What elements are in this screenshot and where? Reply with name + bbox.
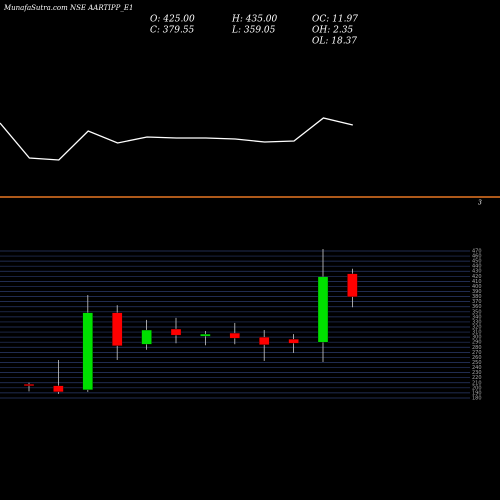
y-tick-label: 290 <box>472 340 482 346</box>
y-tick-label: 200 <box>472 385 482 391</box>
y-tick-label: 250 <box>472 360 482 366</box>
y-tick-label: 400 <box>472 284 482 290</box>
y-tick-label: 370 <box>472 299 482 305</box>
ohlc-stat: L: 359.05 <box>231 26 276 36</box>
y-tick-label: 450 <box>472 259 482 265</box>
y-tick-label: 210 <box>472 380 482 386</box>
y-tick-label: 260 <box>472 355 482 361</box>
y-tick-label: 430 <box>472 269 482 275</box>
y-tick-label: 320 <box>472 325 482 331</box>
y-tick-label: 280 <box>472 345 482 351</box>
y-tick-label: 420 <box>472 274 482 280</box>
y-tick-label: 190 <box>472 390 482 396</box>
indicator-line <box>0 117 353 161</box>
candle-body <box>170 328 182 336</box>
y-tick-label: 440 <box>472 264 482 270</box>
candle-body <box>23 384 35 386</box>
y-tick-label: 390 <box>472 289 482 295</box>
chart-title: MunafaSutra.com NSE AARTIPP_E1 <box>3 4 133 12</box>
ohlc-stat: C: 379.55 <box>150 26 195 36</box>
y-tick-label: 470 <box>472 248 482 254</box>
y-tick-label: 270 <box>472 350 482 356</box>
y-tick-label: 300 <box>472 335 482 341</box>
candle-body <box>82 312 93 391</box>
y-tick-label: 220 <box>472 375 482 381</box>
y-tick-label: 340 <box>472 314 482 320</box>
y-tick-label: 240 <box>472 365 482 371</box>
y-tick-label: 330 <box>472 319 482 325</box>
y-tick-label: 410 <box>472 279 482 285</box>
y-tick-label: 310 <box>472 330 482 336</box>
candle-body <box>288 339 299 344</box>
candle-body <box>259 336 270 345</box>
y-tick-label: 380 <box>472 294 482 300</box>
y-tick-label: 230 <box>472 370 482 376</box>
y-tick-label: 460 <box>472 254 482 260</box>
candle-body <box>200 333 211 337</box>
ohlc-stat: OH: 2.35 <box>312 26 353 36</box>
ohlc-stat: OC: 11.97 <box>312 15 358 25</box>
candle-body <box>229 332 240 339</box>
indicator-label: 3 <box>478 200 482 207</box>
candle-body <box>347 273 358 297</box>
ohlc-stat: OL: 18.37 <box>312 37 357 47</box>
candle-body <box>141 329 152 345</box>
candle-body <box>112 312 123 346</box>
ohlc-stat: H: 435.00 <box>231 15 278 25</box>
candle-body <box>53 385 64 393</box>
y-tick-label: 360 <box>472 304 482 310</box>
ohlc-stat: O: 425.00 <box>150 15 195 25</box>
y-tick-label: 180 <box>472 395 482 401</box>
y-tick-label: 350 <box>472 309 482 315</box>
candle-body <box>317 276 329 343</box>
